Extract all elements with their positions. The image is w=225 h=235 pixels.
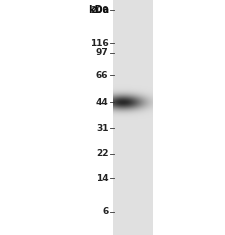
Text: 22: 22 (96, 149, 108, 158)
Text: 97: 97 (95, 48, 108, 57)
Text: 14: 14 (95, 174, 108, 183)
Text: 66: 66 (96, 71, 108, 80)
Text: 116: 116 (89, 39, 108, 48)
Text: kDa: kDa (88, 5, 109, 15)
Bar (112, 0, 153, 235)
Text: 44: 44 (95, 98, 108, 107)
Text: 6: 6 (102, 207, 108, 216)
Text: 200: 200 (90, 6, 108, 15)
Text: 31: 31 (96, 124, 108, 133)
